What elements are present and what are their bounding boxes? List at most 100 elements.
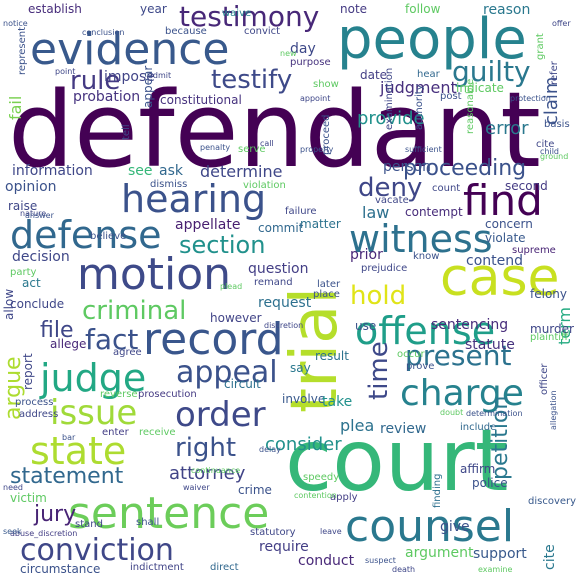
word-refer: refer — [549, 61, 560, 85]
word-failure: failure — [285, 206, 317, 217]
word-record: record — [143, 314, 284, 365]
word-statute: statute — [465, 337, 515, 353]
word-right: right — [175, 433, 237, 463]
word-waive: waive — [222, 8, 252, 19]
word-continuance: continuance — [191, 466, 241, 475]
word-conclusion: conclusion — [82, 28, 125, 37]
word-testimony: testimony — [179, 0, 320, 33]
word-proceeding: proceeding — [403, 156, 527, 181]
word-child: child — [540, 147, 559, 156]
word-criminal: criminal — [82, 296, 187, 326]
word-raise: raise — [8, 199, 38, 213]
word-charge: charge — [400, 373, 524, 414]
word-answer: answer — [25, 211, 54, 220]
word-believe: believe — [90, 231, 127, 242]
word-dismiss: dismiss — [150, 179, 188, 190]
word-law: law — [362, 203, 390, 222]
word-plaintiff: plaintiff — [530, 332, 568, 343]
word-leave: leave — [320, 527, 342, 536]
word-appeal: appeal — [176, 355, 278, 390]
word-find: find — [463, 176, 543, 225]
word-circumstance: circumstance — [20, 562, 101, 576]
word-date: date — [360, 68, 388, 82]
word-opinion: opinion — [5, 179, 57, 195]
word-waiver: waiver — [183, 483, 210, 492]
word-attorney: attorney — [169, 463, 246, 484]
word-hearing: hearing — [121, 177, 267, 221]
word-fail: fail — [6, 95, 25, 120]
word-indicate: indicate — [456, 81, 504, 95]
word-year: year — [140, 2, 167, 16]
word-prove: prove — [406, 361, 435, 372]
word-because: because — [165, 26, 207, 37]
word-plea: plea — [340, 416, 375, 435]
word-delay: delay — [259, 445, 281, 454]
word-place: place — [313, 289, 340, 300]
word-process: process — [15, 397, 54, 408]
word-determination: determination — [466, 409, 523, 418]
word-error: error — [485, 118, 529, 139]
word-report: report — [21, 353, 35, 390]
word-later: later — [317, 279, 341, 290]
word-contention: contention — [294, 491, 337, 500]
word-examination: examination — [384, 67, 395, 130]
word-circuit: circuit — [224, 377, 261, 391]
word-hear: hear — [417, 69, 440, 80]
word-defendant: defendant — [8, 69, 541, 191]
word-crime: crime — [238, 483, 272, 497]
word-shall: shall — [136, 517, 160, 528]
word-sufficient: sufficient — [405, 145, 442, 154]
word-show: show — [313, 79, 339, 90]
word-judge: judge — [40, 356, 147, 400]
word-basis: basis — [544, 119, 570, 130]
word-offer: offer — [552, 19, 571, 28]
word-prior: prior — [350, 247, 383, 263]
word-sentence: sentence — [68, 488, 270, 539]
word-purpose: purpose — [290, 57, 331, 68]
word-cite: cite — [536, 139, 555, 150]
word-section: section — [179, 231, 266, 259]
word-abuse-discretion: abuse_discretion — [10, 529, 78, 538]
word-plead: plead — [220, 282, 243, 291]
word-reason: reason — [483, 2, 531, 18]
word-vacate: vacate — [375, 195, 409, 206]
word-judgment: judgment — [380, 78, 457, 97]
word-violation: violation — [243, 180, 286, 191]
word-statutory: statutory — [250, 527, 296, 538]
word-reverse: reverse — [100, 389, 138, 400]
word-authority: authority — [414, 84, 425, 130]
word-admit: admit — [148, 71, 172, 80]
word-protection: protection — [510, 94, 551, 103]
word-receive: receive — [139, 427, 176, 438]
word-count: count — [432, 183, 461, 194]
word-involve: involve — [282, 392, 326, 406]
word-deny: deny — [358, 173, 423, 203]
word-doubt: doubt — [440, 408, 464, 417]
word-concern: concern — [485, 217, 533, 231]
word-impose: impose — [104, 69, 155, 85]
word-indictment: indictment — [130, 562, 184, 573]
word-occur: occur — [397, 349, 425, 360]
word-direct: direct — [210, 562, 239, 573]
word-remand: remand — [254, 277, 293, 288]
word-prosecution: prosecution — [138, 389, 197, 400]
word-prejudice: prejudice — [361, 263, 408, 274]
word-properly: properly — [300, 145, 334, 154]
word-address: address — [19, 409, 59, 420]
word-cite: cite — [542, 544, 558, 570]
word-say: say — [290, 361, 311, 375]
word-give: give — [440, 519, 470, 535]
word-see: see — [128, 163, 153, 179]
word-provide: provide — [357, 108, 425, 129]
word-state: state — [30, 429, 127, 473]
word-person: person — [383, 159, 431, 175]
word-conduct: conduct — [298, 553, 355, 569]
word-request: request — [258, 295, 312, 311]
word-consider: consider — [265, 434, 342, 455]
word-present: present — [405, 339, 512, 372]
word-appoint: appoint — [300, 94, 331, 103]
word-post: post — [440, 91, 462, 102]
word-constitutional: constitutional — [160, 93, 242, 107]
word-witness: witness — [349, 217, 493, 261]
